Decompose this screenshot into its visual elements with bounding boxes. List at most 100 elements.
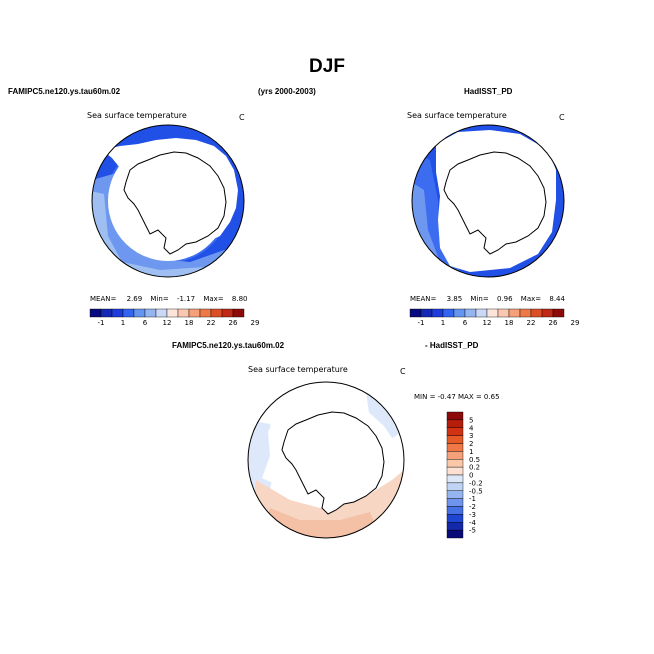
left-case-label: FAMIPC5.ne120.ys.tau60m.02	[8, 87, 121, 96]
left-colorbar-swatch	[155, 308, 168, 318]
diff-negative-east	[366, 392, 404, 440]
left-colorbar-tick-label: 12	[163, 319, 172, 327]
left-colorbar-tick-label: 22	[207, 319, 216, 327]
diff-map-border	[247, 381, 405, 539]
diff-colorbar-swatch	[446, 482, 464, 491]
right-colorbar-tick-label: 22	[527, 319, 536, 327]
left-stats: MEAN= 2.69 Min= -1.17 Max= 8.80	[90, 295, 247, 303]
diff-sst-map	[247, 381, 405, 539]
diff-colorbar-swatch	[446, 443, 464, 452]
left-map-title: Sea surface temperature	[87, 111, 187, 120]
diff-colorbar-tick-label: 0.2	[469, 464, 480, 472]
left-colorbar-swatch	[166, 308, 179, 318]
right-case-label: HadISST_PD	[464, 87, 513, 96]
left-colorbar-swatch	[100, 308, 113, 318]
diff-colorbar-tick-label: -0.2	[469, 479, 483, 487]
right-colorbar-swatch	[409, 308, 422, 318]
left-colorbar-swatch	[122, 308, 135, 318]
diff-colorbar-swatch	[446, 419, 464, 428]
diff-colorbar-tick-label: 2	[469, 440, 473, 448]
right-map-title: Sea surface temperature	[407, 111, 507, 120]
right-colorbar-swatch	[442, 308, 455, 318]
left-max-label: Max=	[203, 295, 224, 303]
diff-case-b-label: - HadISST_PD	[425, 341, 479, 350]
right-colorbar-swatch	[464, 308, 477, 318]
left-colorbar-swatch	[89, 308, 102, 318]
left-colorbar-tick-label: 6	[143, 319, 148, 327]
right-colorbar-tick-label: 29	[571, 319, 580, 327]
diff-colorbar-tick-label: 0	[469, 472, 473, 480]
right-colorbar-tick-label: 26	[549, 319, 558, 327]
left-colorbar-swatch	[221, 308, 234, 318]
diff-colorbar-tick-label: 0.5	[469, 456, 480, 464]
right-max-value: 8.44	[549, 295, 565, 303]
main-title: DJF	[309, 56, 345, 77]
right-colorbar-tick-label: 18	[505, 319, 514, 327]
diff-case-a-label: FAMIPC5.ne120.ys.tau60m.02	[172, 341, 285, 350]
right-colorbar-swatch	[486, 308, 499, 318]
left-mean-value: 2.69	[126, 295, 143, 303]
right-colorbar-tick-label: -1	[418, 319, 425, 327]
diff-colorbar-swatch	[446, 529, 464, 539]
diff-colorbar-tick-label: 1	[469, 448, 473, 456]
right-sst-map	[411, 124, 565, 278]
right-colorbar-tick-label: 1	[441, 319, 445, 327]
left-colorbar-swatch	[177, 308, 190, 318]
right-colorbar-swatch	[475, 308, 488, 318]
diff-colorbar-swatch	[446, 451, 464, 460]
diff-map-units: C	[400, 367, 406, 376]
right-mean-value: 3.85	[446, 295, 463, 303]
diff-map-title: Sea surface temperature	[248, 365, 348, 374]
left-max-value: 8.80	[231, 295, 248, 303]
diff-colorbar-swatch	[446, 506, 464, 515]
right-colorbar-swatch	[497, 308, 510, 318]
diff-colorbar-tick-label: -2	[469, 503, 476, 511]
left-colorbar-tick-label: 26	[229, 319, 238, 327]
diff-colorbar-swatch	[446, 522, 464, 531]
diff-colorbar-tick-label: -4	[469, 519, 477, 527]
left-map-border	[91, 124, 245, 278]
years-label: (yrs 2000-2003)	[258, 87, 316, 96]
right-colorbar-swatch	[541, 308, 554, 318]
diff-colorbar-swatch	[446, 498, 464, 507]
diff-colorbar-swatch	[446, 459, 464, 468]
right-colorbar-tick-label: 12	[483, 319, 492, 327]
diff-colorbar-tick-label: -0.5	[469, 487, 483, 495]
right-colorbar-swatch	[431, 308, 444, 318]
diff-colorbar-swatch	[446, 411, 464, 421]
diff-colorbar-swatch	[446, 435, 464, 444]
right-colorbar-swatch	[453, 308, 466, 318]
diff-colorbar-swatch	[446, 474, 464, 484]
right-colorbar-swatch	[552, 308, 565, 318]
right-min-value: 0.96	[496, 295, 513, 303]
right-colorbar-tick-label: 6	[463, 319, 468, 327]
right-stats: MEAN= 3.85 Min= 0.96 Max= 8.44	[410, 295, 565, 303]
left-colorbar-tick-label: 29	[251, 319, 260, 327]
left-colorbar-swatch	[133, 308, 146, 318]
right-colorbar-swatch	[420, 308, 433, 318]
right-map-units: C	[559, 113, 565, 122]
right-max-label: Max=	[520, 295, 542, 303]
left-colorbar-tick-label: 1	[121, 319, 125, 327]
left-sst-map	[91, 124, 245, 278]
diff-colorbar-swatch	[446, 514, 464, 523]
left-colorbar-swatch	[232, 308, 245, 318]
left-mean-label: MEAN=	[90, 295, 117, 303]
left-colorbar-swatch	[188, 308, 201, 318]
right-map-border	[411, 124, 565, 278]
left-colorbar-swatch	[199, 308, 212, 318]
diff-colorbar-tick-label: -1	[469, 495, 476, 503]
left-colorbar-swatch	[144, 308, 157, 318]
diff-minmax: MIN = -0.47 MAX = 0.65	[414, 393, 500, 401]
right-colorbar: -1 1 6 12 18 22 26 29	[409, 308, 580, 327]
left-colorbar-swatch	[210, 308, 223, 318]
diff-colorbar-tick-label: 3	[469, 432, 473, 440]
left-colorbar-swatch	[111, 308, 124, 318]
right-min-label: Min=	[470, 295, 489, 303]
right-colorbar-swatch	[508, 308, 521, 318]
diff-colorbar-tick-label: 5	[469, 416, 473, 424]
diff-colorbar-tick-label: -5	[469, 527, 476, 535]
left-min-value: -1.17	[176, 295, 196, 303]
